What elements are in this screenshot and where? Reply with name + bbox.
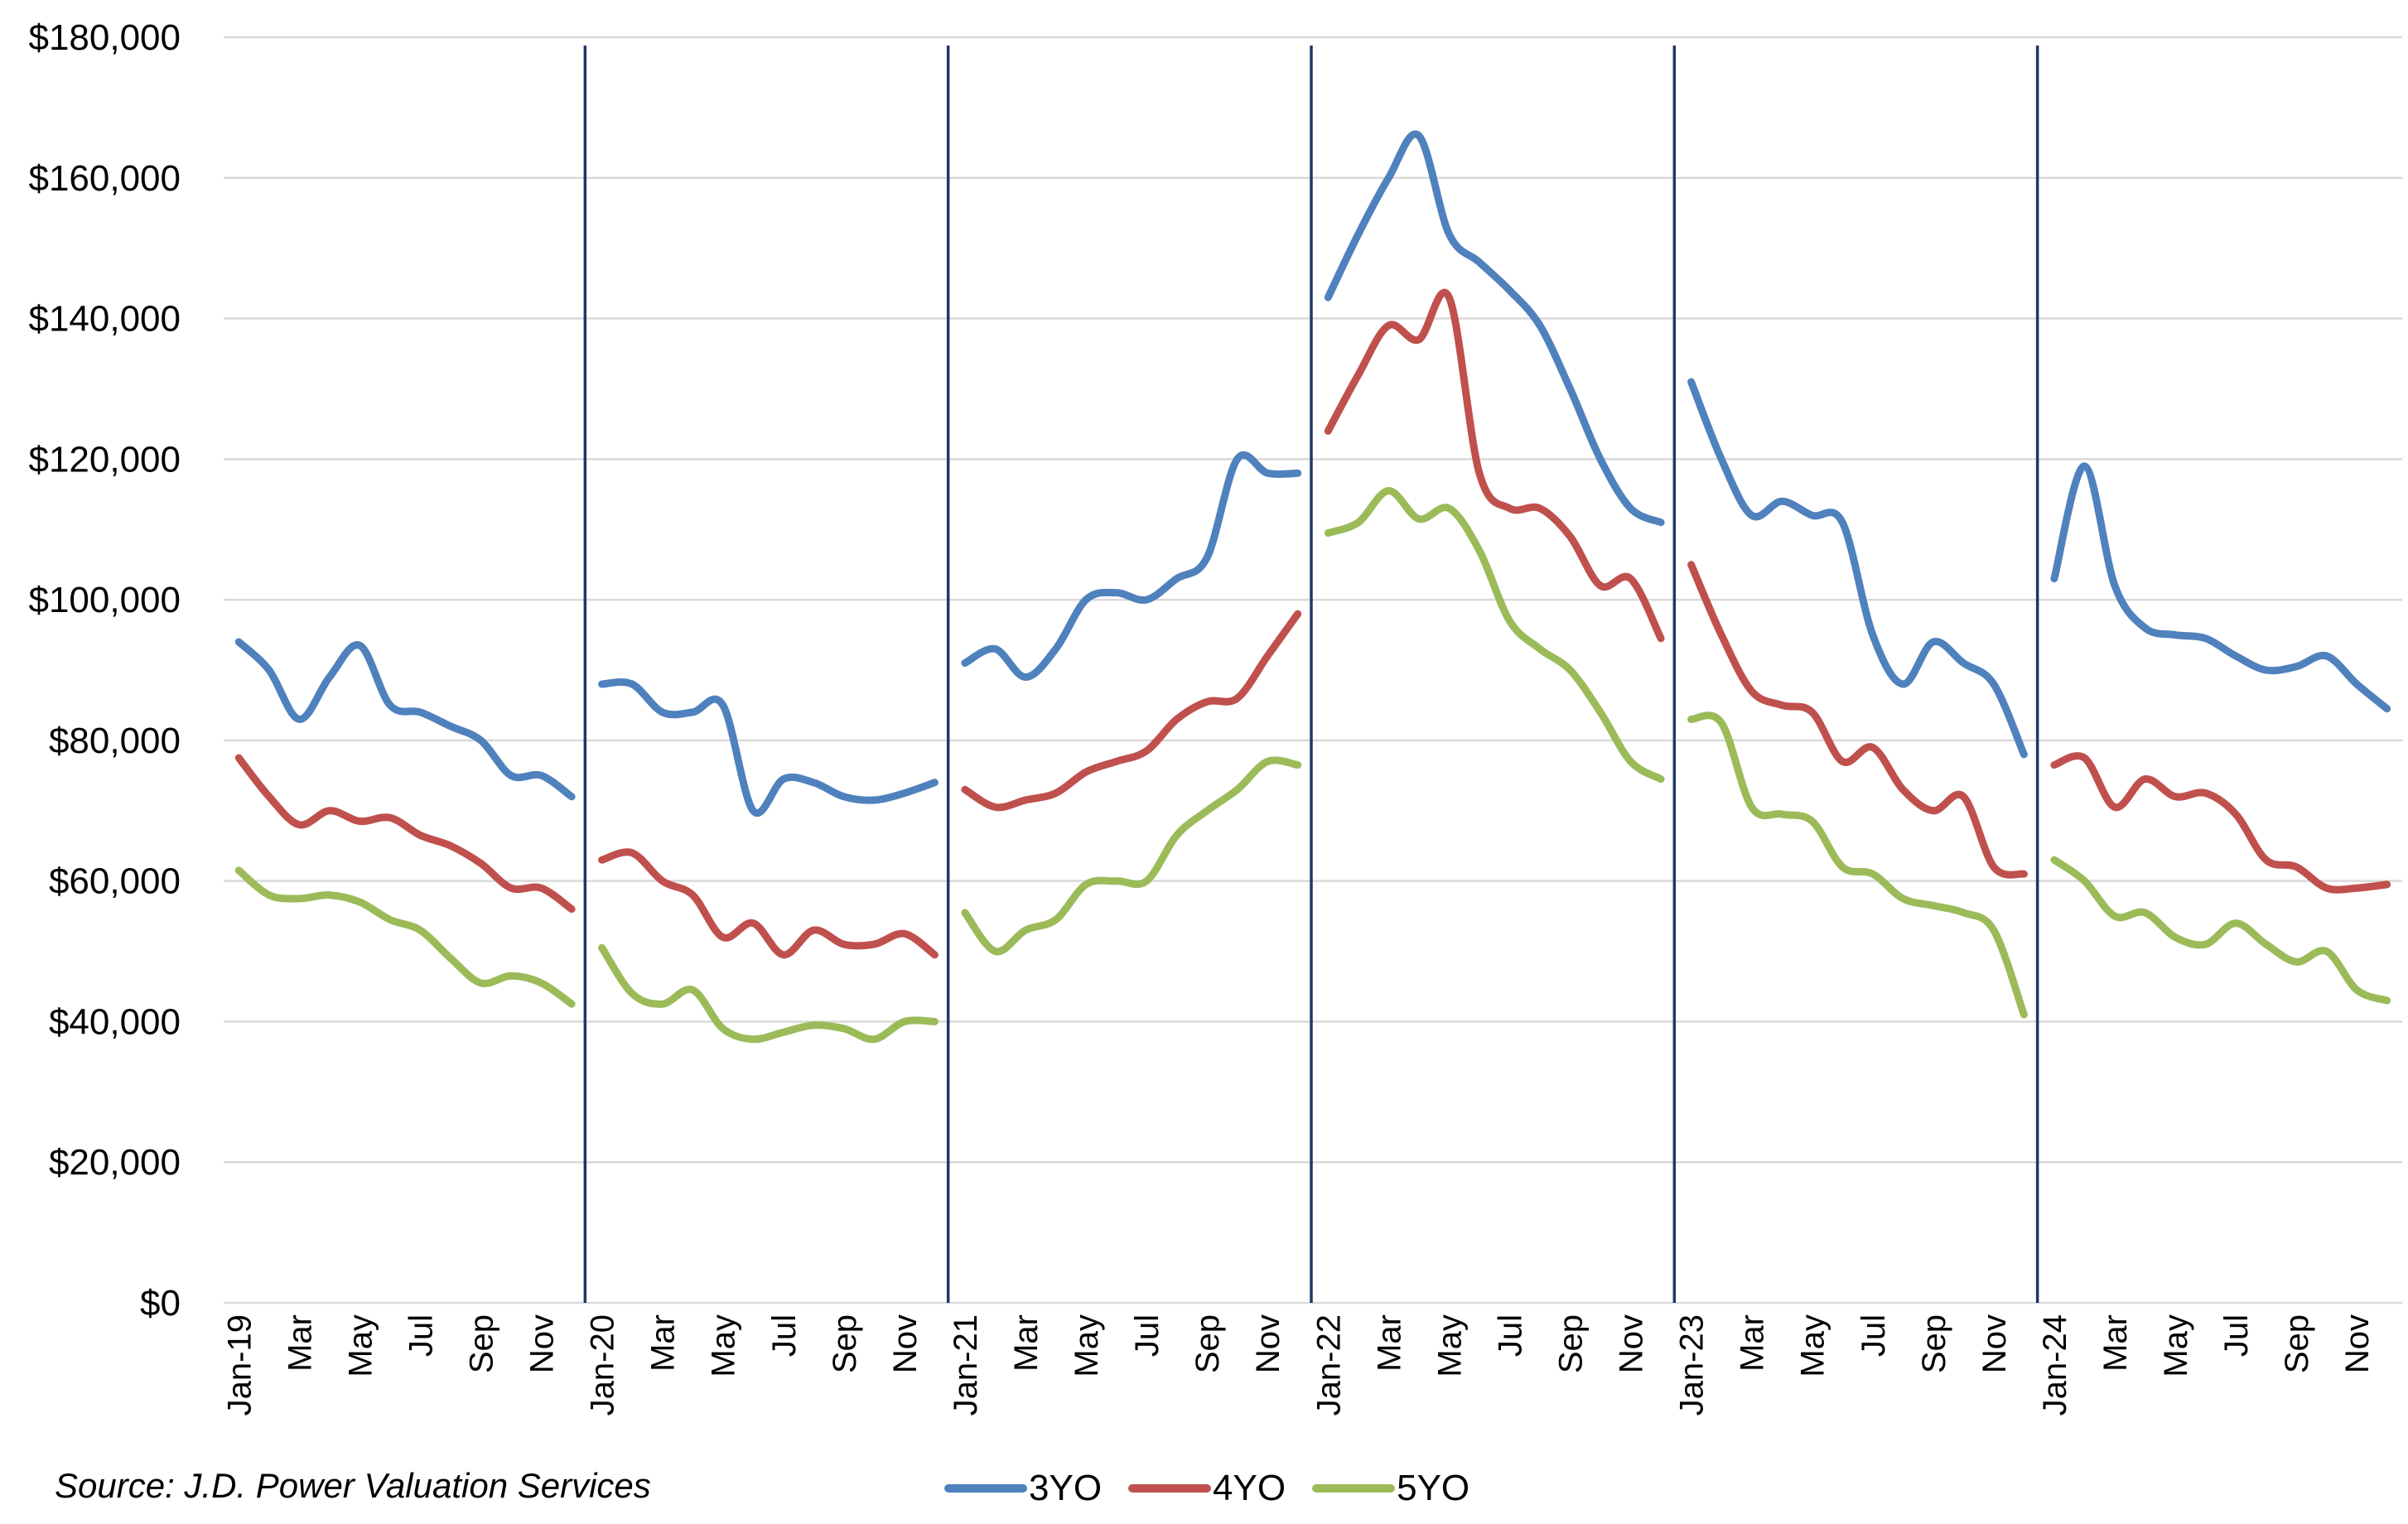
x-tick-label: Mar [2097, 1314, 2134, 1372]
x-tick-label: Sep [1552, 1314, 1589, 1373]
series-line-4yo-2023 [1687, 561, 2028, 879]
x-tick-label: Mar [1008, 1314, 1045, 1372]
x-tick-label: Jul [766, 1314, 803, 1357]
x-tick-label: May [1795, 1314, 1831, 1377]
legend-swatch-4yo [1128, 1484, 1212, 1493]
series-line-5yo-2022 [1324, 487, 1665, 784]
x-tick-label: Sep [2279, 1314, 2315, 1373]
y-tick-label: $40,000 [49, 1001, 181, 1042]
series-line-4yo-2024 [2050, 752, 2391, 894]
x-tick-label: Mar [1371, 1314, 1407, 1372]
series-line-3yo-2019 [234, 638, 576, 801]
x-tick-label: Nov [524, 1314, 561, 1373]
legend-label-4yo: 4YO [1213, 1468, 1286, 1508]
series-line-3yo-2024 [2050, 462, 2391, 713]
x-tick-label: Nov [887, 1314, 924, 1373]
series-lines [234, 130, 2391, 1044]
series-line-4yo-2020 [598, 848, 939, 959]
x-tick-label: Nov [1250, 1314, 1286, 1373]
x-tick-label: May [1069, 1314, 1105, 1377]
x-tick-label: Sep [1190, 1314, 1226, 1373]
x-tick-label: Jul [2218, 1314, 2255, 1357]
legend: 3YO 4YO 5YO [944, 1468, 1496, 1509]
y-tick-label: $160,000 [28, 158, 181, 199]
series-line-3yo-2021 [961, 451, 1302, 681]
x-tick-label: Jul [403, 1314, 439, 1357]
gridlines [224, 36, 2402, 1305]
x-tick-label: Mar [645, 1314, 682, 1372]
legend-item-3yo: 3YO [944, 1468, 1102, 1509]
series-line-5yo-2021 [961, 756, 1302, 956]
year-divider-lines [583, 46, 2039, 1303]
y-tick-label: $120,000 [28, 439, 181, 480]
x-tick-label: Jan-22 [1310, 1314, 1347, 1415]
x-tick-label: Mar [282, 1314, 318, 1372]
legend-swatch-3yo [944, 1484, 1027, 1493]
legend-item-5yo: 5YO [1312, 1468, 1469, 1509]
x-tick-label: Jan-24 [2037, 1314, 2073, 1415]
x-tick-label: May [2158, 1314, 2194, 1377]
x-tick-label: Mar [1735, 1314, 1771, 1372]
y-tick-label: $60,000 [49, 861, 181, 902]
x-tick-label: Jul [1129, 1314, 1165, 1357]
x-tick-label: May [342, 1314, 379, 1377]
series-line-4yo-2022 [1324, 288, 1665, 643]
series-line-3yo-2020 [598, 678, 939, 817]
x-axis-tick-labels: Jan-19 Mar May Jul Sep Nov Jan-20 Mar May Jul Sep N… [221, 1314, 2376, 1415]
y-tick-label: $0 [140, 1283, 181, 1324]
x-tick-label: May [1431, 1314, 1468, 1377]
x-tick-label: Nov [2339, 1314, 2376, 1373]
x-tick-label: Sep [827, 1314, 863, 1373]
series-line-5yo-2023 [1687, 711, 2028, 1019]
legend-label-5yo: 5YO [1397, 1468, 1470, 1508]
series-line-5yo-2024 [2050, 856, 2391, 1005]
x-tick-label: Jan-21 [948, 1314, 984, 1415]
x-tick-label: Sep [463, 1314, 499, 1373]
y-axis-tick-labels: $0 $20,000 $40,000 $60,000 $80,000 $100,000 $1… [28, 17, 181, 1324]
x-tick-label: Sep [1916, 1314, 1952, 1373]
x-tick-label: Jan-20 [585, 1314, 621, 1415]
series-line-3yo-2022 [1324, 130, 1665, 527]
x-tick-label: Nov [1976, 1314, 2013, 1373]
y-tick-label: $140,000 [28, 299, 181, 340]
x-tick-label: Jan-19 [221, 1314, 258, 1415]
series-line-5yo-2019 [234, 866, 576, 1008]
legend-item-4yo: 4YO [1128, 1468, 1286, 1509]
x-tick-label: Jul [1855, 1314, 1892, 1357]
series-line-4yo-2021 [961, 610, 1302, 812]
x-tick-label: Jan-23 [1674, 1314, 1711, 1415]
y-tick-label: $80,000 [49, 721, 181, 761]
legend-swatch-5yo [1312, 1484, 1396, 1493]
y-tick-label: $20,000 [49, 1142, 181, 1183]
source-note: Source: J.D. Power Valuation Services [55, 1466, 651, 1505]
x-tick-label: Nov [1614, 1314, 1650, 1373]
x-tick-label: May [706, 1314, 742, 1377]
legend-label-3yo: 3YO [1029, 1468, 1103, 1508]
series-line-3yo-2023 [1687, 378, 2028, 759]
series-line-4yo-2019 [234, 754, 576, 914]
x-tick-label: Jul [1492, 1314, 1528, 1357]
series-line-5yo-2020 [598, 943, 939, 1044]
y-tick-label: $180,000 [28, 17, 181, 58]
y-tick-label: $100,000 [28, 580, 181, 620]
